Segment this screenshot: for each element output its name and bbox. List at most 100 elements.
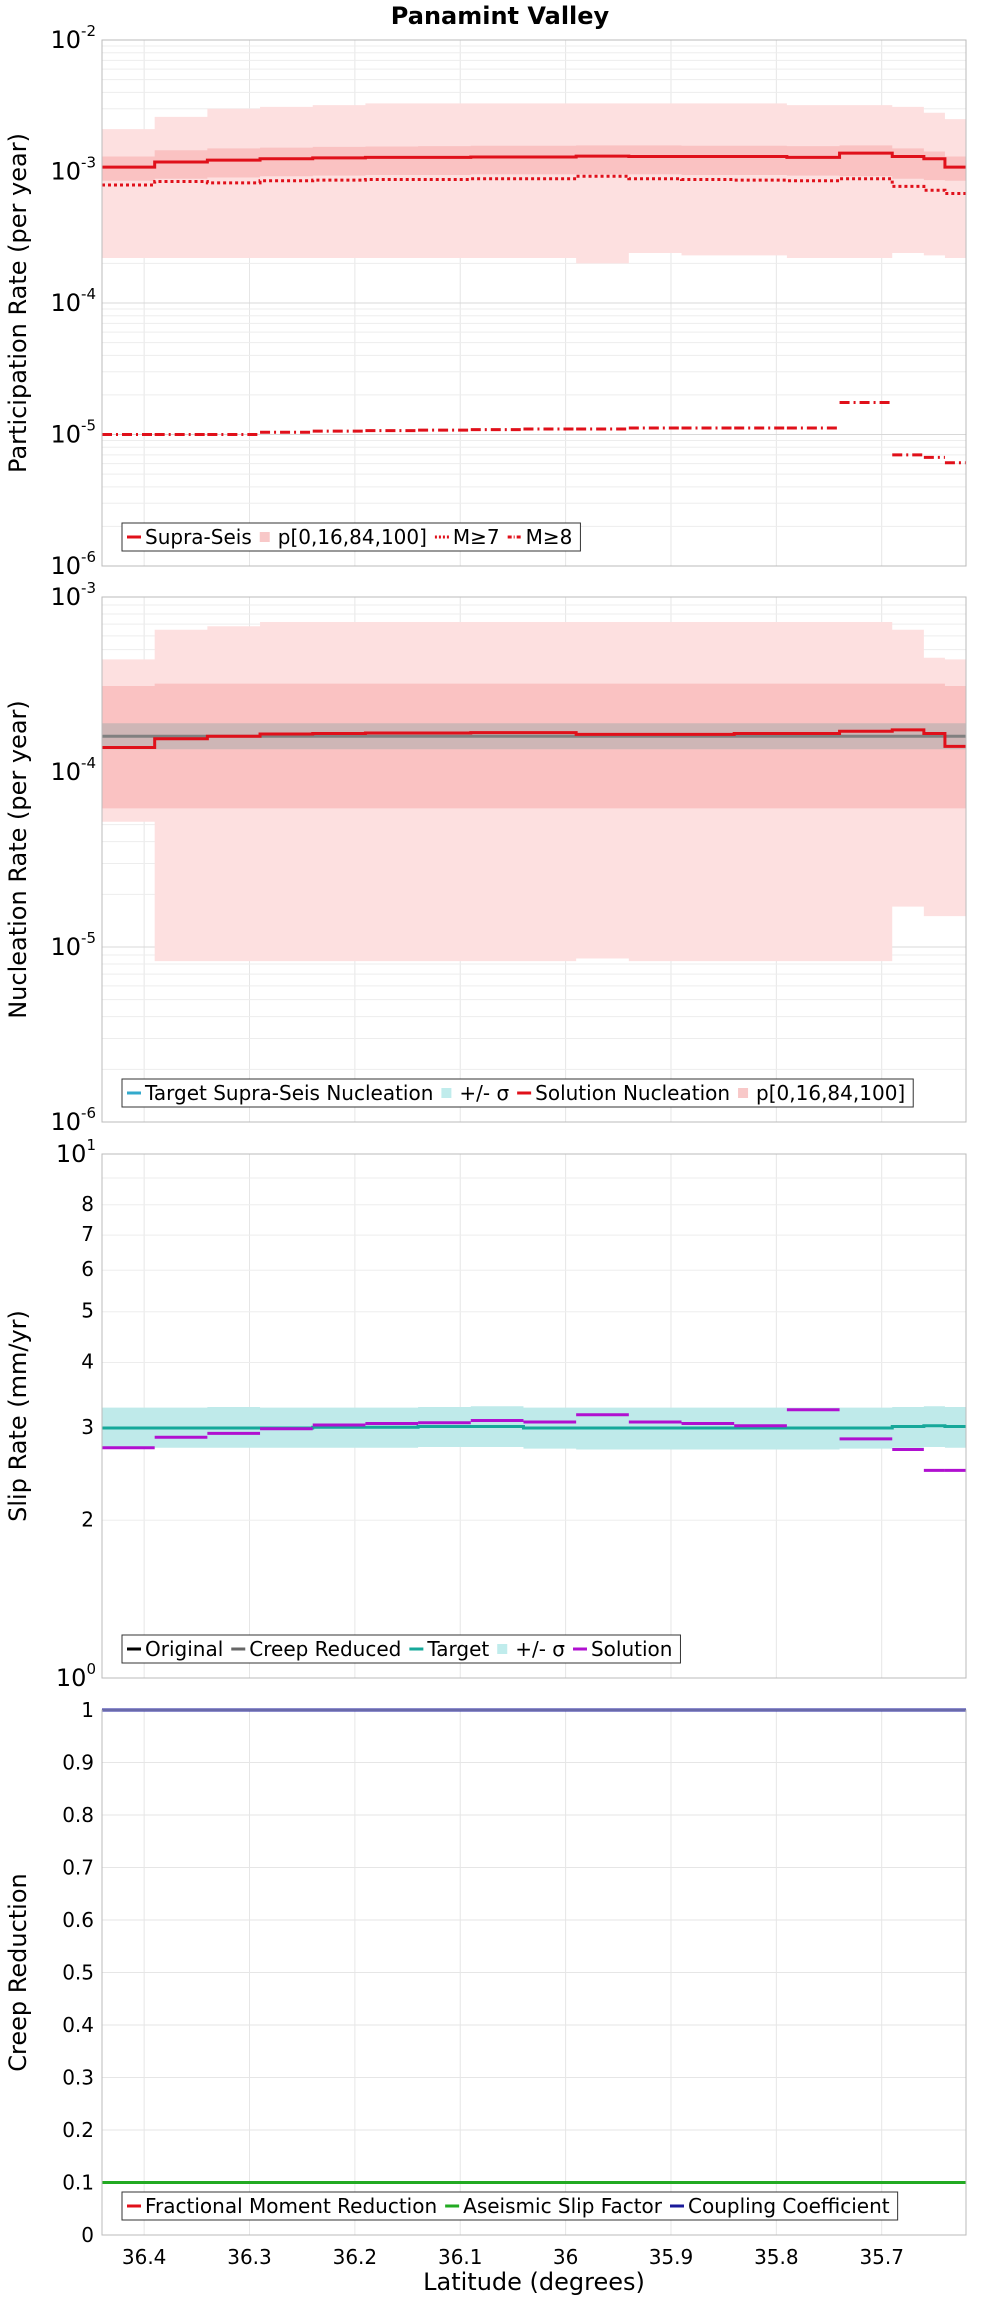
y-tick-label: 0.7 [62,1856,94,1880]
y-tick-label: 10-2 [50,22,96,54]
y-minor-tick-label: 7 [81,1222,94,1246]
y-axis-label: Nucleation Rate (per year) [4,700,32,1019]
series-solution-nucleation [102,728,966,750]
legend-box [121,1634,681,1664]
y-tick-label: 0 [81,2223,94,2247]
legend-item: Target [409,1637,489,1661]
legend-swatch [738,1088,749,1098]
y-tick-label: 10-6 [50,1104,96,1136]
y-tick-label: 0.9 [62,1751,94,1775]
band-p16-84 [102,683,966,809]
y-tick-label: 10-6 [50,548,96,580]
y-tick-label: 0.1 [62,2171,94,2195]
legend-label: M≥7 [453,525,500,549]
legend-label: Target Supra-Seis Nucleation [144,1081,433,1105]
y-axis-label: Participation Rate (per year) [4,133,32,473]
legend-label: Creep Reduced [249,1637,401,1661]
legend-swatch [259,532,270,542]
y-minor-tick-label: 2 [81,1507,94,1531]
y-axis-label: Creep Reduction [4,1873,32,2071]
chart-panel-slip: 100 101 2 3 4 5 6 7 8 Slip Rate (mm/yr) Original Cr… [4,1136,967,1692]
band-p16-84 [102,145,966,181]
y-tick-label: 10-3 [50,154,96,186]
legend: Target Supra-Seis Nucleation +/- σ Solutio… [121,1078,914,1108]
legend-item: Solution Nucleation [517,1081,730,1105]
y-tick-label: 10-5 [50,929,96,961]
legend-item: Original [127,1637,223,1661]
y-tick-label: 1 [81,1698,94,1722]
legend-label: +/- σ [459,1081,509,1105]
plot-frame [101,596,967,1123]
legend-label: p[0,16,84,100] [278,525,427,549]
legend-item: Solution [572,1637,672,1661]
legend-item: M≥7 [434,525,500,549]
legend-item: Creep Reduced [231,1637,401,1661]
y-axis-label: Slip Rate (mm/yr) [4,1310,32,1522]
y-minor-tick-label: 8 [81,1192,94,1216]
legend-label: Coupling Coefficient [688,2194,890,2218]
legend-swatch [441,1088,452,1098]
plot-frame [101,1709,967,2236]
series-target [102,1424,966,1430]
plot-frame [101,1153,967,1679]
y-tick-label: 0.6 [62,1908,94,1932]
y-tick-label: 10-3 [50,579,96,611]
legend-label: Solution Nucleation [535,1081,730,1105]
figure-title: Panamint Valley [391,2,610,30]
y-tick-label: 0.5 [62,1961,94,1985]
x-tick-label: 36.1 [438,2245,483,2269]
y-tick-label: 0.4 [62,2013,94,2037]
legend: Fractional Moment Reduction Aseismic Slip… [121,2191,899,2221]
y-minor-tick-label: 4 [81,1350,94,1374]
legend-item: +/- σ [441,1081,509,1105]
y-tick-label: 10-4 [50,754,96,786]
chart-panel-creep: 0 0.1 0.2 0.3 0.4 0.5 0.6 0.7 0.8 0.9 1 Creep Reduc… [4,1698,967,2247]
legend-label: +/- σ [515,1637,565,1661]
y-tick-label: 101 [56,1136,96,1168]
x-tick-label: 36.2 [333,2245,378,2269]
y-tick-label: 0.3 [62,2066,94,2090]
series-m-7 [102,174,966,196]
legend-item: Target Supra-Seis Nucleation [127,1081,433,1105]
legend-box [121,522,581,552]
y-minor-tick-label: 6 [81,1257,94,1281]
x-tick-label: 36 [553,2245,578,2269]
legend-item: p[0,16,84,100] [738,1081,905,1105]
legend-box [121,2191,899,2221]
legend-item: Coupling Coefficient [670,2194,890,2218]
legend-label: Original [145,1637,223,1661]
y-tick-label: 10-4 [50,285,96,317]
legend-item: Fractional Moment Reduction [127,2194,437,2218]
legend-label: Supra-Seis [145,525,252,549]
x-tick-label: 35.7 [859,2245,904,2269]
legend: Supra-Seis p[0,16,84,100] M≥7 M≥8 [121,522,581,552]
legend-item: p[0,16,84,100] [259,525,427,549]
plot-frame [101,39,967,567]
legend-item: +/- σ [497,1637,565,1661]
y-tick-label: 0.8 [62,1803,94,1827]
x-tick-label: 35.8 [754,2245,799,2269]
legend-item: M≥8 [507,525,573,549]
x-tick-label: 36.3 [227,2245,272,2269]
legend-item: Supra-Seis [127,525,252,549]
chart-panel-participation: 10-6 10-5 10-4 10-3 10-2 Participation Rate (… [4,22,967,580]
x-tick-label: 35.9 [649,2245,694,2269]
x-tick-label: 36.4 [122,2245,167,2269]
legend-label: Aseismic Slip Factor [463,2194,663,2218]
band-p0-100 [102,103,966,264]
legend-swatch [497,1644,508,1654]
legend-label: M≥8 [526,525,573,549]
legend-label: p[0,16,84,100] [756,1081,905,1105]
chart-panel-nucleation: 10-6 10-5 10-4 10-3 Nucleation Rate (per yea… [4,579,967,1136]
y-tick-label: 10-5 [50,417,96,449]
legend-label: Solution [591,1637,672,1661]
legend-label: Fractional Moment Reduction [145,2194,437,2218]
y-tick-label: 0.2 [62,2118,94,2142]
x-axis-label: Latitude (degrees) [423,2268,645,2296]
series-supra-seis [102,151,966,169]
legend-item: Aseismic Slip Factor [445,2194,663,2218]
legend: Original Creep Reduced Target +/- σ Solution [121,1634,681,1664]
legend-label: Target [426,1637,489,1661]
